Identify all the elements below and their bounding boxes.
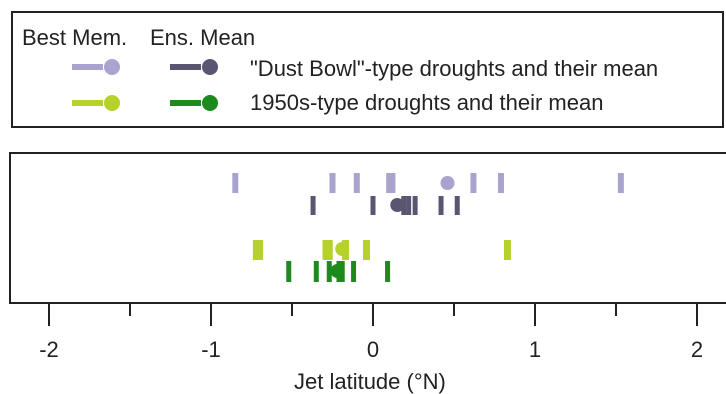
legend-ens-dot-0 — [202, 59, 218, 75]
chart-marks — [232, 173, 624, 282]
legend-label-dust-bowl: "Dust Bowl"-type droughts and their mean — [250, 56, 659, 81]
legend-best-dot-0 — [104, 59, 120, 75]
legend-ens-dot-1 — [202, 95, 218, 111]
series-0-mean-dot — [440, 176, 455, 190]
series-3-mean-dot — [330, 264, 345, 278]
x-axis-label: Jet latitude (°N) — [294, 369, 446, 394]
x-tick-label-1: -1 — [201, 337, 221, 362]
legend-label-1950s: 1950s-type droughts and their mean — [250, 90, 604, 115]
series-1-mean-dot — [390, 198, 405, 212]
x-tick-label-4: 2 — [691, 337, 703, 362]
x-tick-label-3: 1 — [529, 337, 541, 362]
x-tick-label-2: 0 — [367, 337, 379, 362]
legend-header-ensemble-mean: Ens. Mean — [150, 25, 256, 50]
x-axis-ticks: -2 -1 0 1 2 — [39, 303, 703, 362]
plot-frame — [9, 152, 726, 304]
series-2-mean-dot — [335, 242, 350, 256]
legend-symbols — [72, 59, 218, 111]
x-tick-label-0: -2 — [39, 337, 59, 362]
legend — [11, 11, 724, 128]
legend-header-best-member: Best Mem. — [22, 25, 128, 50]
legend-best-dot-1 — [104, 95, 120, 111]
